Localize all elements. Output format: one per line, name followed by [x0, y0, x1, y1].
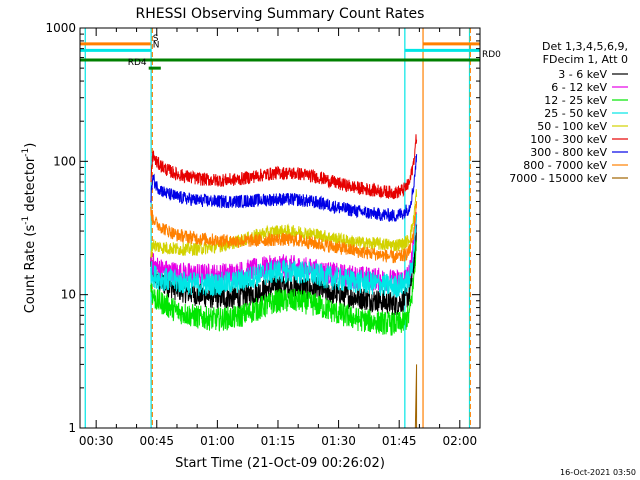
- series-line-800-7000keV: [150, 201, 418, 264]
- legend-header-line-0: Det 1,3,4,5,6,9,: [542, 40, 628, 53]
- legend-entry-label: 3 - 6 keV: [558, 68, 607, 81]
- x-axis-label: Start Time (21-Oct-09 00:26:02): [175, 456, 385, 471]
- flag-label-n: N: [153, 40, 160, 50]
- series-line-25-50keV: [150, 213, 418, 298]
- x-tick-label-0100: 01:00: [200, 434, 235, 448]
- series-line-7000-15000kev: [414, 364, 418, 429]
- legend-header-line-1: FDecim 1, Att 0: [543, 53, 628, 66]
- x-tick-label-0130: 01:30: [321, 434, 356, 448]
- y-label-sup2: -1: [21, 148, 31, 157]
- y-label-part1: Count Rate (s: [23, 225, 38, 314]
- timestamp: 16-Oct-2021 03:50: [560, 468, 636, 477]
- series-line-12-25keV: [150, 240, 418, 336]
- y-label-part3: ): [23, 143, 38, 148]
- axis-ticks: 1 10 100 1000 00:30 00:45 01:00 01:15 01:30 01:45…: [45, 21, 480, 448]
- x-tick-label-0030: 00:30: [79, 434, 114, 448]
- x-tick-label-0115: 01:15: [261, 434, 296, 448]
- legend-entry-label: 800 - 7000 keV: [523, 159, 607, 172]
- legend-entry-label: 100 - 300 keV: [530, 133, 607, 146]
- y-tick-label-1: 1: [68, 421, 76, 435]
- flag-label-rd4: RD4: [128, 58, 147, 68]
- y-tick-label-1000: 1000: [45, 21, 76, 35]
- y-axis-label: Count Rate (s-1 detector-1): [21, 143, 38, 314]
- plot-area: SN RD0 RD4: [80, 28, 501, 429]
- plot-frame: [79, 27, 481, 429]
- y-tick-label-100: 100: [53, 154, 76, 168]
- series-line-300-800keV: [150, 154, 418, 222]
- series-line-3-6keV: [150, 224, 418, 316]
- chart-title: RHESSI Observing Summary Count Rates: [136, 6, 425, 22]
- x-tick-label-0145: 01:45: [382, 434, 417, 448]
- legend: Det 1,3,4,5,6,9,FDecim 1, Att 0 3 - 6 keV…: [509, 40, 628, 185]
- legend-entry-label: 12 - 25 keV: [544, 94, 607, 107]
- x-tick-label-0045: 00:45: [139, 434, 174, 448]
- legend-entry-label: 6 - 12 keV: [551, 81, 607, 94]
- x-tick-label-0200: 02:00: [443, 434, 478, 448]
- y-label-sup1: -1: [21, 216, 31, 225]
- series-line-100-300keV: [150, 134, 418, 200]
- flag-label-rd0: RD0: [482, 50, 501, 60]
- legend-entry-label: 50 - 100 keV: [537, 120, 607, 133]
- legend-entry-label: 25 - 50 keV: [544, 107, 607, 120]
- y-label-part2: detector: [23, 156, 38, 216]
- flag-label-s: S: [153, 34, 159, 44]
- legend-entry-label: 7000 - 15000 keV: [509, 172, 607, 185]
- legend-entry-label: 300 - 800 keV: [530, 146, 607, 159]
- y-tick-label-10: 10: [61, 288, 76, 302]
